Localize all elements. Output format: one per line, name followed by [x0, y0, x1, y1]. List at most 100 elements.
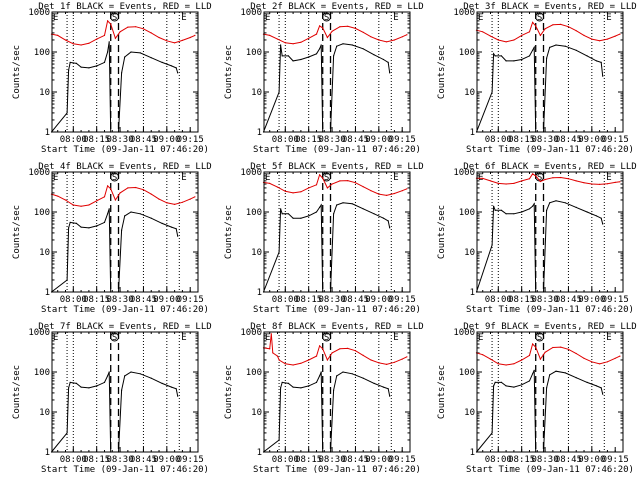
eclipse-marker-label: S: [324, 13, 329, 23]
x-tick-label: 08:00: [485, 455, 512, 465]
x-tick-label: 09:00: [578, 295, 605, 305]
y-tick-label: 1000: [453, 328, 475, 338]
y-tick-label: 100: [459, 208, 475, 218]
end-marker-label: E: [181, 173, 186, 183]
data-point: [505, 385, 507, 387]
data-point: [600, 217, 602, 219]
events-line: [263, 202, 391, 293]
data-point: [142, 28, 144, 30]
eclipse-marker-circle: [322, 12, 332, 22]
y-axis-title: Counts/sec: [437, 45, 447, 99]
data-point: [489, 35, 492, 37]
data-point: [320, 371, 322, 373]
y-tick-label: 1: [257, 288, 262, 298]
data-point: [482, 177, 484, 179]
data-point: [552, 177, 554, 179]
data-point: [315, 211, 318, 213]
data-point: [606, 361, 609, 363]
data-point: [351, 203, 353, 205]
data-point: [505, 364, 507, 366]
events-line: [51, 371, 179, 453]
panel-title: Det 3f BLACK = Events, RED = LLD: [463, 2, 636, 12]
data-point: [170, 65, 173, 67]
lld-line: [51, 184, 196, 207]
eclipse-marker-circle: [322, 172, 332, 182]
x-tick-label: 09:15: [389, 135, 416, 145]
start-marker-label: E: [53, 173, 58, 183]
y-tick-label: 100: [34, 208, 50, 218]
data-point: [505, 60, 507, 62]
data-point: [322, 177, 324, 179]
data-point: [564, 202, 566, 204]
data-point: [493, 385, 495, 387]
y-tick-label: 100: [34, 48, 50, 58]
y-tick-label: 1: [45, 448, 50, 458]
eclipse-marker-label: S: [112, 333, 117, 343]
x-tick-label: 08:15: [295, 135, 322, 145]
lld-line: [51, 19, 196, 46]
eclipse-marker-label: S: [537, 173, 542, 183]
data-point: [103, 196, 106, 198]
end-marker-label: E: [606, 333, 611, 343]
y-tick-label: 1: [470, 288, 475, 298]
x-tick-label: 08:30: [319, 295, 346, 305]
data-point: [535, 175, 537, 177]
data-point: [300, 191, 302, 193]
data-point: [124, 375, 126, 377]
data-point: [406, 34, 408, 36]
y-tick-label: 1: [470, 128, 475, 138]
eclipse-marker-label: S: [112, 13, 117, 23]
detector-panel: Det 8f BLACK = Events, RED = LLD08:0008:…: [224, 322, 424, 475]
data-point: [88, 67, 90, 69]
data-point: [69, 61, 71, 64]
data-point: [300, 387, 302, 389]
data-point: [108, 41, 110, 43]
data-point: [276, 38, 279, 40]
data-point: [347, 347, 349, 349]
y-tick-label: 1000: [240, 328, 262, 338]
data-point: [401, 36, 403, 38]
data-point: [80, 386, 82, 388]
data-point: [181, 39, 183, 42]
data-point: [150, 193, 152, 195]
start-marker-label: E: [265, 173, 270, 183]
data-point: [108, 371, 110, 373]
data-point: [373, 382, 375, 384]
data-point: [150, 32, 152, 34]
data-point: [326, 187, 328, 189]
data-point: [544, 351, 546, 353]
detector-panel: Det 1f BLACK = Events, RED = LLD08:0008:…: [12, 2, 212, 155]
y-tick-label: 100: [246, 48, 262, 58]
end-marker-label: E: [393, 13, 398, 23]
start-marker-label: E: [53, 333, 58, 343]
data-point: [546, 209, 548, 211]
data-point: [103, 221, 106, 223]
x-tick-label: 09:15: [177, 455, 204, 465]
data-point: [320, 44, 322, 46]
data-point: [69, 381, 71, 383]
panel-title: Det 6f BLACK = Events, RED = LLD: [463, 162, 636, 172]
end-marker-label: E: [606, 173, 611, 183]
data-point: [110, 23, 112, 25]
data-point: [88, 387, 90, 389]
data-point: [139, 213, 141, 215]
end-marker-label: E: [393, 333, 398, 343]
data-point: [351, 44, 353, 46]
data-point: [354, 182, 356, 184]
data-point: [505, 41, 507, 43]
data-point: [555, 200, 557, 202]
x-tick-label: 09:00: [153, 135, 180, 145]
x-tick-label: 08:45: [555, 295, 582, 305]
data-point: [513, 386, 515, 388]
plot-frame: [263, 171, 411, 293]
data-point: [362, 208, 364, 210]
data-point: [174, 42, 176, 44]
data-point: [292, 217, 294, 219]
data-point: [331, 352, 333, 354]
data-point: [276, 186, 279, 188]
x-tick-label: 09:15: [177, 295, 204, 305]
y-tick-label: 10: [39, 408, 50, 418]
x-axis-title: Start Time (09-Jan-11 07:46:20): [41, 145, 209, 155]
y-axis-title: Counts/sec: [224, 205, 234, 259]
